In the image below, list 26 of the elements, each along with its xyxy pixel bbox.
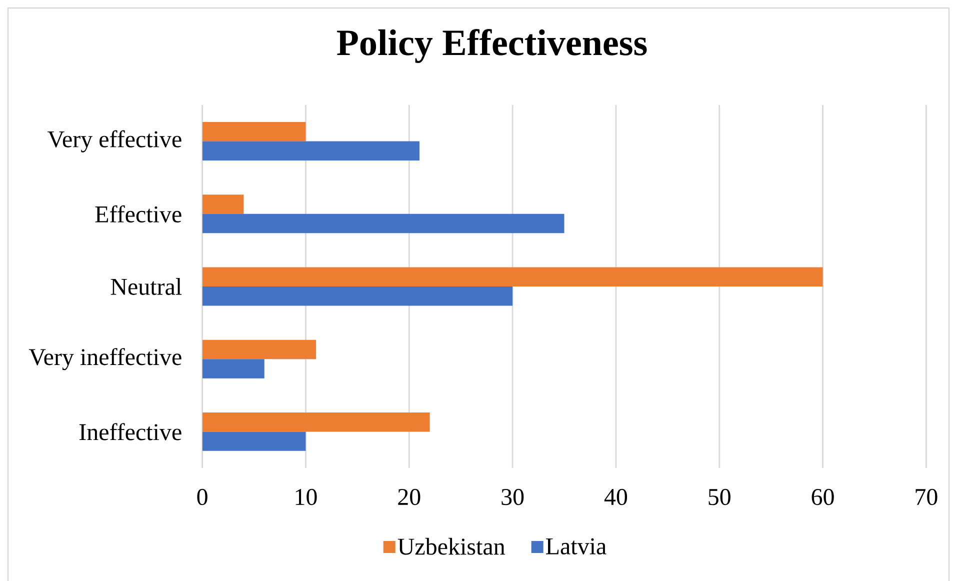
x-tick-label: 70 [916,488,938,506]
bar [202,359,264,378]
bar [202,432,306,451]
bar [202,122,306,142]
x-tick-label: 0 [197,488,208,506]
chart-title: Policy Effectiveness [336,28,647,64]
x-tick-label: 40 [604,488,628,506]
y-tick-label: Ineffective [79,423,182,440]
bar [202,412,430,432]
y-tick-label: Neutral [110,278,182,295]
bar [202,267,823,286]
bar [202,286,513,306]
x-tick-label: 60 [812,488,834,506]
y-tick-label: Very effective [48,130,182,152]
x-tick-label: 30 [502,488,524,506]
legend-label: Uzbekistan [398,538,505,555]
bar [202,340,316,360]
x-tick-label: 10 [296,488,317,506]
y-tick-label: Effective [95,205,182,222]
legend-label: Latvia [546,538,606,554]
bar [202,141,420,161]
y-tick-label: Very ineffective [28,348,182,370]
bar [202,214,564,234]
bar [202,194,244,214]
x-tick-label: 20 [398,488,420,506]
x-tick-label: 50 [708,488,730,506]
